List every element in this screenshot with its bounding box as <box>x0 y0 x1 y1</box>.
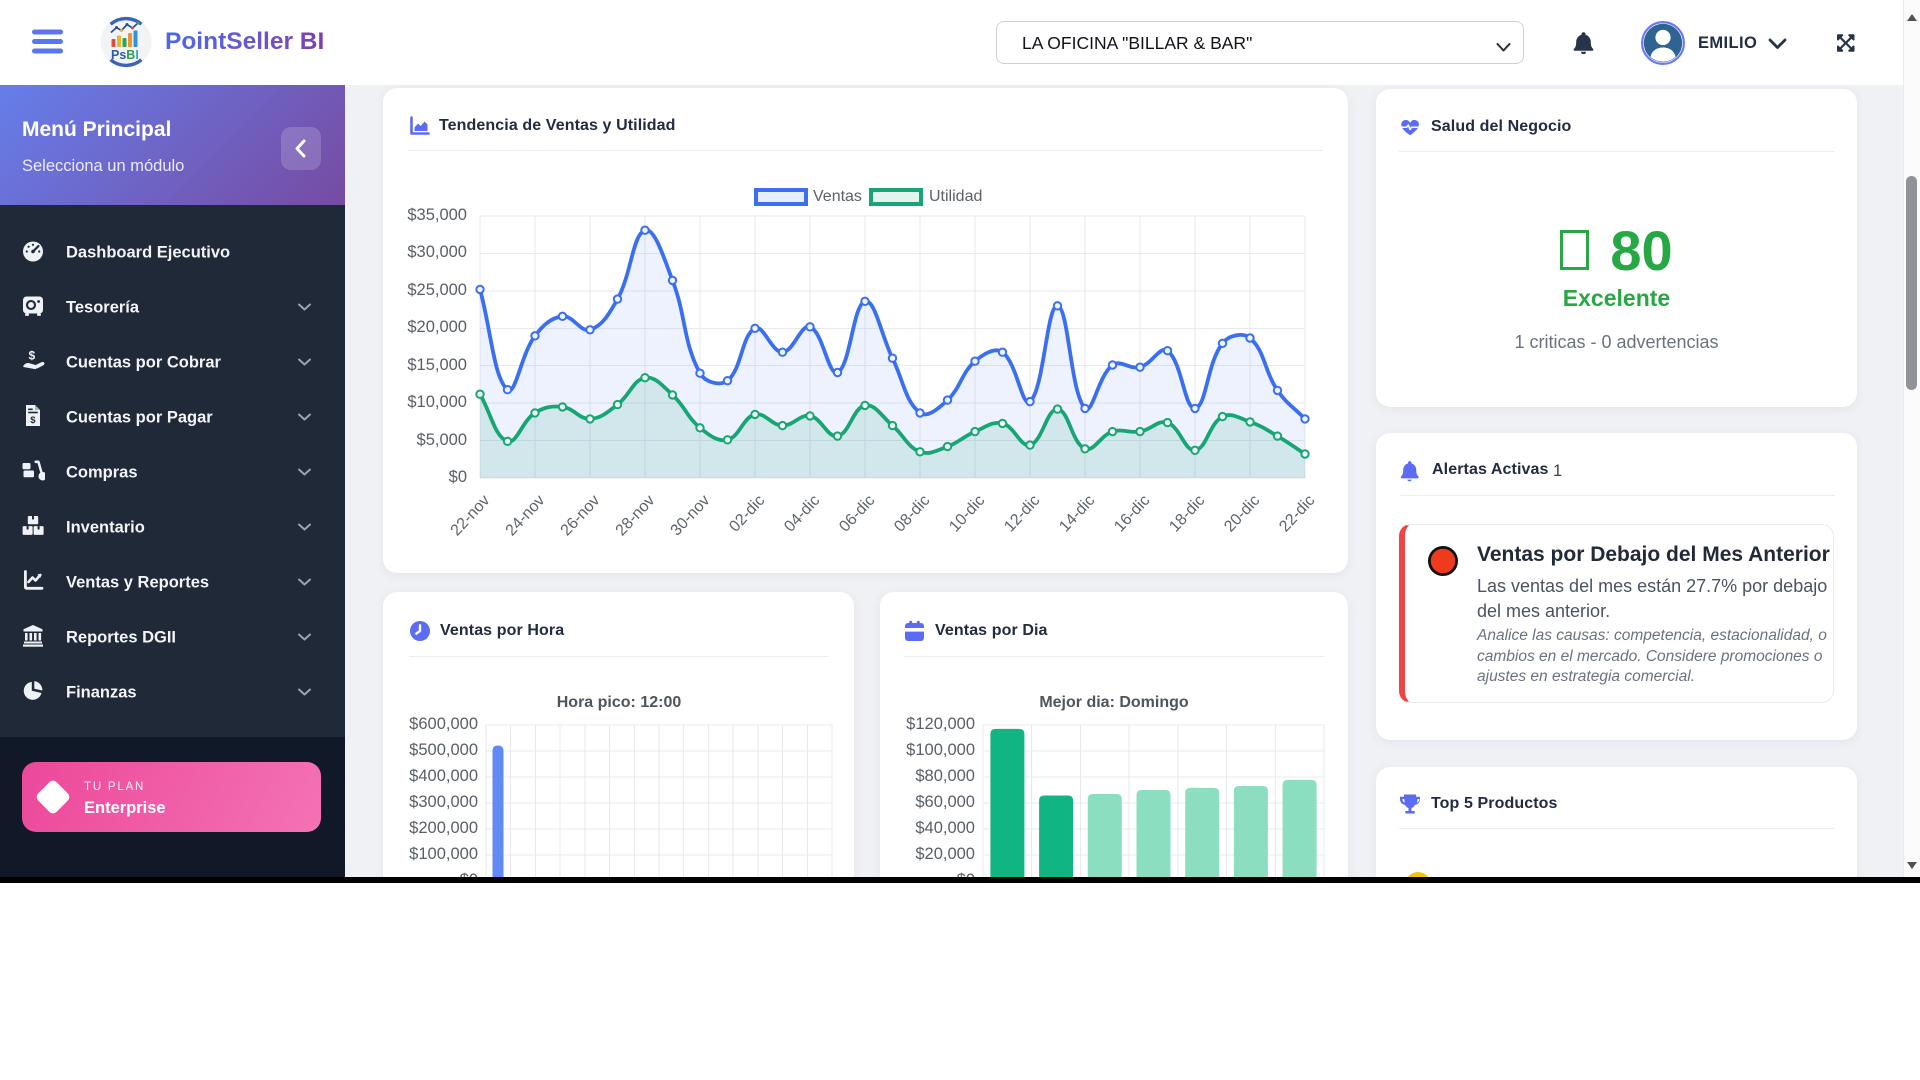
svg-text:$: $ <box>29 348 36 362</box>
svg-text:PsBI: PsBI <box>111 48 139 62</box>
svg-text:$: $ <box>30 414 36 425</box>
